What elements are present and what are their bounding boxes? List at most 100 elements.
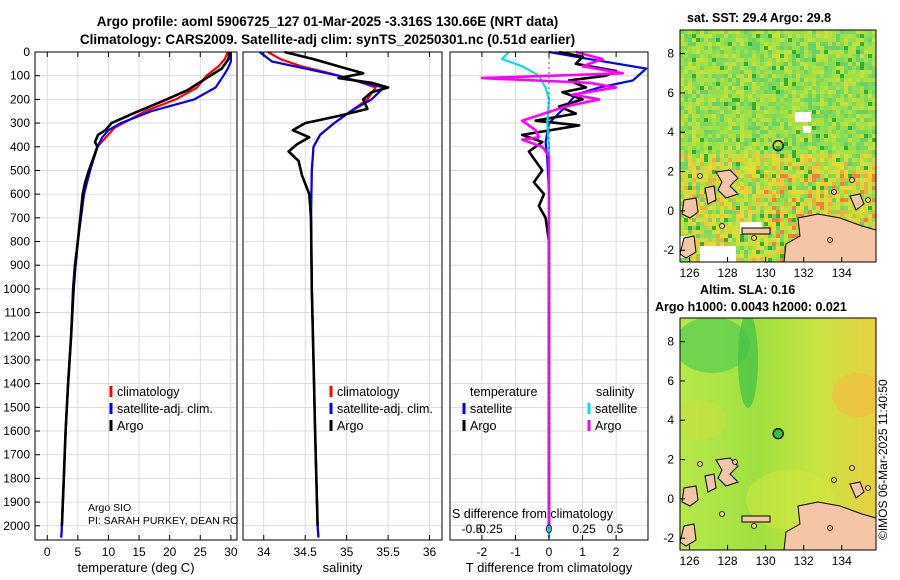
sst-cell — [836, 202, 841, 207]
sst-cell — [816, 166, 821, 171]
sst-cell — [816, 38, 821, 43]
sst-cell — [752, 202, 757, 207]
sst-cell — [700, 106, 705, 111]
sst-cell — [784, 38, 789, 43]
sst-cell — [852, 158, 857, 163]
sst-cell — [840, 54, 845, 59]
sst-cell — [776, 38, 781, 43]
sst-cell — [836, 82, 841, 87]
sst-cell — [812, 110, 817, 115]
sst-cell — [720, 86, 725, 91]
sst-cell — [868, 74, 873, 79]
sst-cell — [732, 166, 737, 171]
sst-cell — [852, 190, 857, 195]
sst-cell — [756, 258, 761, 262]
sst-cell — [780, 90, 785, 95]
sst-cell — [848, 142, 853, 147]
sst-cell — [788, 58, 793, 63]
sst-cell — [692, 70, 697, 75]
sst-cell — [752, 118, 757, 123]
sst-cell — [756, 78, 761, 83]
sst-cell — [688, 138, 693, 143]
sst-cell — [704, 46, 709, 51]
sst-cell — [780, 162, 785, 167]
sst-cell — [848, 98, 853, 103]
sst-cell — [724, 110, 729, 115]
sst-cell — [804, 146, 809, 151]
sst-cell — [680, 74, 685, 79]
sst-cell — [752, 170, 757, 175]
sst-cell — [852, 102, 857, 107]
sst-cell — [700, 70, 705, 75]
sst-cell — [768, 238, 773, 243]
sst-cell — [756, 146, 761, 151]
sst-cell — [680, 190, 685, 195]
sla-coastline — [680, 457, 876, 550]
sst-cell — [780, 238, 785, 243]
sst-cell — [784, 90, 789, 95]
sst-cell — [832, 98, 837, 103]
sst-cell — [728, 110, 733, 115]
sst-cell — [844, 58, 849, 63]
sst-cell — [804, 50, 809, 55]
sst-cell — [828, 162, 833, 167]
sst-cell — [716, 98, 721, 103]
sst-cell — [736, 146, 741, 151]
sst-cell — [704, 182, 709, 187]
sst-cell — [724, 202, 729, 207]
sst-cell — [752, 258, 757, 262]
sst-cell — [784, 150, 789, 155]
sst-cell — [808, 86, 813, 91]
sst-cell — [760, 186, 765, 191]
secondary-tick-label: 0.25 — [572, 522, 596, 536]
sst-cell — [700, 190, 705, 195]
sst-cell — [848, 138, 853, 143]
sst-cell — [788, 30, 793, 35]
sst-cell — [696, 202, 701, 207]
sst-cell — [696, 42, 701, 47]
sst-cell — [836, 162, 841, 167]
sst-cell — [804, 142, 809, 147]
sst-cell — [744, 206, 749, 211]
sst-cell — [696, 58, 701, 63]
sst-cell — [868, 70, 873, 75]
sst-cell — [692, 46, 697, 51]
sst-cell — [724, 230, 729, 235]
sst-cell — [736, 90, 741, 95]
sst-cell — [728, 106, 733, 111]
sst-cell — [700, 194, 705, 199]
sst-cell — [684, 34, 689, 39]
sst-cell — [800, 130, 805, 135]
sst-cell — [716, 62, 721, 67]
sst-cell — [776, 258, 781, 262]
sst-cell — [776, 54, 781, 59]
y-tick-label: 1000 — [3, 282, 30, 296]
sst-cell — [864, 46, 869, 51]
sst-cell — [740, 258, 745, 262]
sst-cell — [872, 182, 876, 187]
sst-cell — [856, 146, 861, 151]
sst-cell — [804, 150, 809, 155]
sst-cell — [748, 202, 753, 207]
sst-cell — [720, 78, 725, 83]
sst-cell — [716, 150, 721, 155]
sst-cell — [780, 118, 785, 123]
x-tick-label: 35.5 — [376, 545, 400, 559]
sst-cell — [716, 194, 721, 199]
sst-cell — [760, 206, 765, 211]
sst-cell — [868, 214, 873, 219]
sst-cell — [832, 118, 837, 123]
map-x-tick-label: 134 — [832, 266, 852, 280]
sst-cell — [840, 34, 845, 39]
sst-cell — [848, 58, 853, 63]
y-tick-label: 2000 — [3, 519, 30, 533]
sst-cell — [868, 98, 873, 103]
sst-cell — [828, 174, 833, 179]
sst-cell — [748, 242, 753, 247]
sst-cell — [716, 218, 721, 223]
sst-cell — [844, 186, 849, 191]
sst-cell — [812, 94, 817, 99]
sst-cell — [804, 54, 809, 59]
sst-cell — [792, 90, 797, 95]
sst-cell — [752, 134, 757, 139]
